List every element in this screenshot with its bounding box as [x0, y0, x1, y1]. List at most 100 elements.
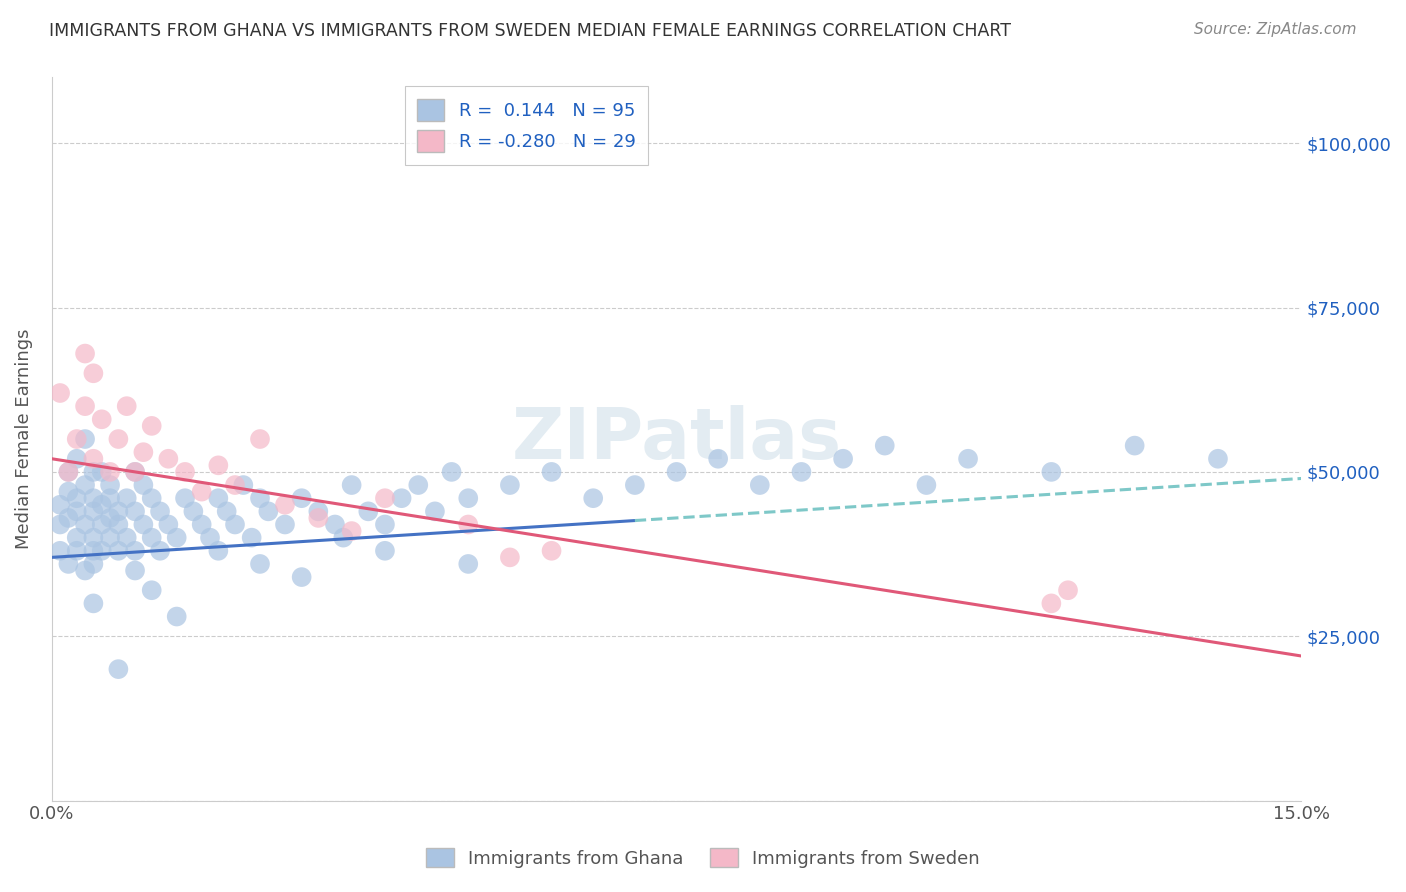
Point: [90, 517, 112, 532]
Point: [790, 465, 813, 479]
Point: [190, 484, 212, 499]
Point: [374, 517, 396, 532]
Point: [207, 543, 229, 558]
Point: [98, 491, 121, 506]
Point: [215, 504, 238, 518]
Point: [274, 517, 297, 532]
Point: [82, 531, 104, 545]
Point: [107, 662, 129, 676]
Point: [832, 451, 855, 466]
Point: [75, 399, 97, 413]
Point: [66, 491, 89, 506]
Point: [75, 517, 97, 532]
Point: [174, 465, 197, 479]
Point: [332, 531, 354, 545]
Point: [249, 491, 271, 506]
Point: [82, 451, 104, 466]
Point: [915, 478, 938, 492]
Point: [207, 491, 229, 506]
Point: [340, 478, 363, 492]
Point: [224, 478, 246, 492]
Point: [198, 531, 221, 545]
Point: [124, 465, 146, 479]
Text: ZIPatlas: ZIPatlas: [512, 405, 842, 474]
Point: [107, 504, 129, 518]
Point: [1040, 596, 1063, 610]
Point: [115, 399, 138, 413]
Point: [257, 504, 280, 518]
Point: [406, 478, 429, 492]
Point: [374, 543, 396, 558]
Point: [90, 412, 112, 426]
Point: [75, 432, 97, 446]
Legend: Immigrants from Ghana, Immigrants from Sweden: Immigrants from Ghana, Immigrants from S…: [416, 838, 990, 879]
Point: [82, 596, 104, 610]
Point: [174, 491, 197, 506]
Point: [340, 524, 363, 538]
Point: [157, 451, 180, 466]
Point: [58, 465, 80, 479]
Point: [391, 491, 413, 506]
Point: [1206, 451, 1229, 466]
Point: [307, 511, 329, 525]
Point: [149, 504, 172, 518]
Point: [107, 517, 129, 532]
Point: [183, 504, 205, 518]
Point: [873, 439, 896, 453]
Point: [98, 465, 121, 479]
Point: [58, 484, 80, 499]
Point: [149, 543, 172, 558]
Point: [90, 498, 112, 512]
Point: [98, 531, 121, 545]
Point: [124, 504, 146, 518]
Point: [66, 451, 89, 466]
Point: [141, 583, 163, 598]
Point: [357, 504, 380, 518]
Point: [190, 517, 212, 532]
Point: [157, 517, 180, 532]
Point: [82, 504, 104, 518]
Point: [115, 531, 138, 545]
Point: [66, 543, 89, 558]
Point: [141, 531, 163, 545]
Point: [90, 465, 112, 479]
Point: [1040, 465, 1063, 479]
Point: [291, 491, 314, 506]
Point: [124, 543, 146, 558]
Point: [75, 346, 97, 360]
Point: [499, 478, 522, 492]
Point: [707, 451, 730, 466]
Point: [457, 517, 479, 532]
Point: [66, 432, 89, 446]
Point: [49, 386, 72, 401]
Point: [49, 517, 72, 532]
Point: [115, 491, 138, 506]
Point: [582, 491, 605, 506]
Point: [82, 543, 104, 558]
Legend: R =  0.144   N = 95, R = -0.280   N = 29: R = 0.144 N = 95, R = -0.280 N = 29: [405, 87, 648, 165]
Point: [49, 543, 72, 558]
Text: Source: ZipAtlas.com: Source: ZipAtlas.com: [1194, 22, 1357, 37]
Point: [98, 478, 121, 492]
Point: [141, 418, 163, 433]
Point: [141, 491, 163, 506]
Point: [224, 517, 246, 532]
Point: [665, 465, 688, 479]
Point: [132, 478, 155, 492]
Point: [249, 557, 271, 571]
Point: [82, 557, 104, 571]
Point: [423, 504, 446, 518]
Point: [82, 465, 104, 479]
Point: [90, 543, 112, 558]
Point: [440, 465, 463, 479]
Point: [540, 465, 562, 479]
Point: [207, 458, 229, 473]
Point: [499, 550, 522, 565]
Point: [98, 511, 121, 525]
Point: [66, 504, 89, 518]
Point: [75, 478, 97, 492]
Point: [240, 531, 263, 545]
Point: [58, 511, 80, 525]
Point: [166, 609, 188, 624]
Point: [540, 543, 562, 558]
